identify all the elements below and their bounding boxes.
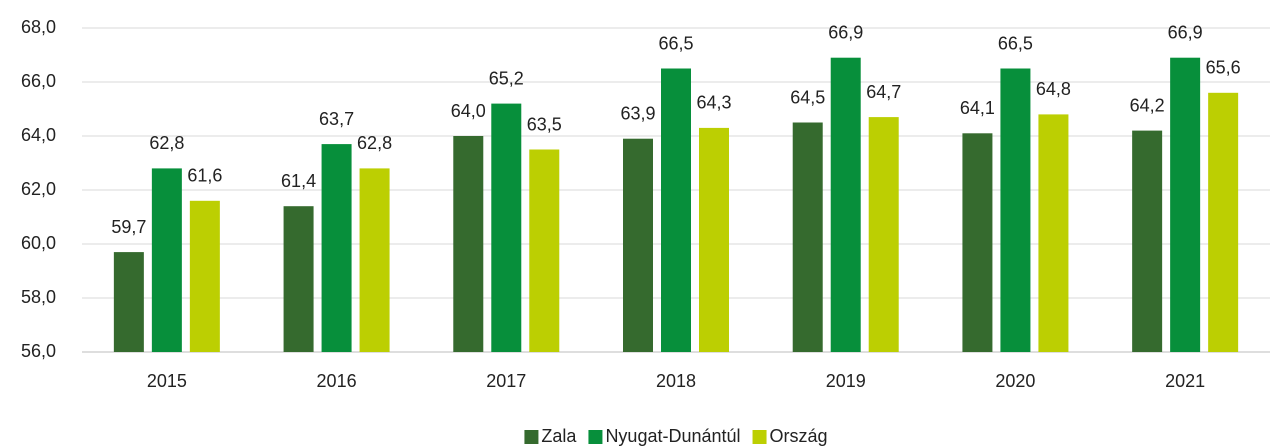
bar	[529, 149, 560, 352]
data-label: 66,9	[828, 22, 863, 42]
bar	[491, 103, 522, 352]
bar	[1038, 114, 1069, 353]
data-label: 63,5	[527, 114, 562, 134]
bar	[830, 57, 861, 352]
bar	[1170, 57, 1201, 352]
y-tick-label: 58,0	[21, 287, 56, 307]
legend-label: Nyugat-Dunántúl	[605, 426, 740, 446]
bar	[359, 168, 390, 352]
bar	[453, 136, 484, 352]
data-label: 62,8	[357, 133, 392, 153]
data-label: 66,5	[998, 33, 1033, 53]
bar	[189, 200, 220, 352]
legend-swatch	[524, 430, 539, 444]
x-tick-label: 2019	[826, 371, 866, 391]
data-label: 64,7	[866, 82, 901, 102]
data-label: 66,9	[1168, 22, 1203, 42]
data-label: 64,8	[1036, 79, 1071, 99]
bar	[1208, 92, 1239, 353]
legend-swatch	[752, 430, 767, 444]
data-label: 63,7	[319, 109, 354, 129]
x-tick-label: 2017	[486, 371, 526, 391]
x-tick-label: 2021	[1165, 371, 1205, 391]
bar	[1000, 68, 1031, 352]
bar	[623, 138, 653, 352]
data-label: 64,1	[960, 98, 995, 118]
data-label: 61,4	[281, 171, 316, 191]
bar	[113, 252, 144, 352]
bar	[321, 144, 352, 352]
y-tick-label: 56,0	[21, 341, 56, 361]
bar	[661, 68, 691, 352]
x-tick-label: 2016	[317, 371, 357, 391]
bar	[868, 117, 899, 352]
y-tick-label: 68,0	[21, 17, 56, 37]
data-label: 65,6	[1206, 58, 1241, 78]
data-label: 66,5	[658, 33, 693, 53]
x-tick-label: 2018	[656, 371, 696, 391]
data-label: 62,8	[149, 133, 184, 153]
y-tick-label: 62,0	[21, 179, 56, 199]
legend-swatch	[588, 430, 603, 444]
data-label: 64,5	[790, 87, 825, 107]
data-label: 59,7	[111, 217, 146, 237]
bar	[792, 122, 823, 352]
bar	[699, 127, 729, 353]
data-label: 63,9	[620, 103, 655, 123]
bar	[151, 168, 182, 352]
data-label: 61,6	[187, 166, 222, 186]
legend-label: Zala	[541, 426, 577, 446]
bar	[1132, 130, 1163, 352]
x-tick-label: 2015	[147, 371, 187, 391]
x-tick-label: 2020	[995, 371, 1035, 391]
y-tick-label: 64,0	[21, 125, 56, 145]
data-label: 65,2	[489, 68, 524, 88]
data-label: 64,3	[696, 93, 731, 113]
bar	[283, 206, 314, 352]
y-tick-label: 66,0	[21, 71, 56, 91]
bar	[962, 133, 993, 352]
data-label: 64,2	[1130, 95, 1165, 115]
y-tick-label: 60,0	[21, 233, 56, 253]
data-label: 64,0	[451, 101, 486, 121]
legend-label: Ország	[770, 426, 828, 446]
